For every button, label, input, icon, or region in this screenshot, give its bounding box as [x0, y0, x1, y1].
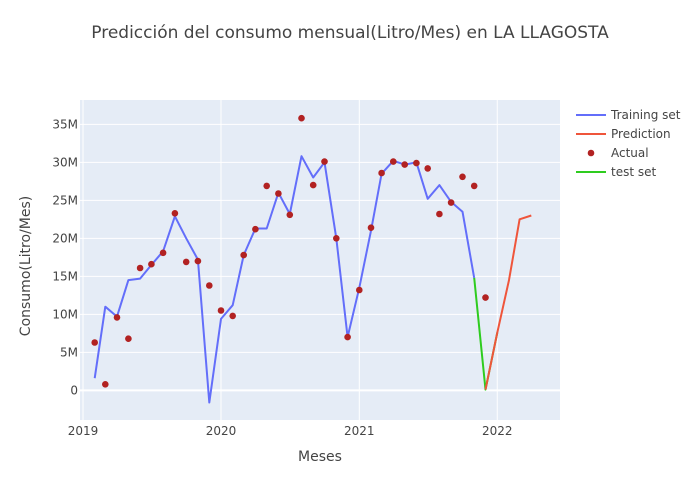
actual-point: [459, 173, 466, 181]
actual-point: [263, 182, 271, 190]
x-axis-ticks: 2019 2020 2021 2022: [68, 424, 513, 438]
y-tick-label: 30M: [52, 155, 78, 169]
actual-point: [378, 169, 385, 177]
y-tick-label: 0: [70, 383, 78, 397]
x-tick-label: 2021: [344, 424, 375, 438]
actual-point: [102, 381, 109, 388]
actual-point: [206, 282, 213, 289]
actual-point: [136, 264, 144, 272]
x-tick-label: 2019: [68, 424, 99, 438]
actual-point: [333, 235, 340, 242]
actual-point: [240, 251, 247, 259]
training-set-line: [93, 155, 476, 404]
actual-point: [424, 165, 432, 172]
actual-point: [413, 159, 420, 167]
actual-point: [91, 339, 98, 346]
y-tick-label: 25M: [52, 193, 78, 207]
actual-point: [447, 199, 455, 206]
actual-point: [182, 258, 190, 266]
plot-area: [80, 100, 560, 420]
actual-point: [309, 181, 317, 189]
actual-point: [252, 225, 259, 233]
x-tick-label: 2022: [482, 424, 513, 438]
y-tick-label: 15M: [52, 269, 78, 283]
legend[interactable]: Training set Prediction Actual test set: [576, 108, 681, 179]
y-tick-label: 35M: [52, 117, 78, 131]
chart-title: Predicción del consumo mensual(Litro/Mes…: [91, 23, 609, 43]
actual-point: [436, 210, 443, 218]
y-axis-ticks: 0 5M 10M 15M 20M 25M 30M 35M: [52, 117, 78, 397]
legend-item-actual[interactable]: Actual: [587, 146, 649, 160]
actual-point: [159, 249, 167, 257]
x-tick-label: 2020: [206, 424, 237, 438]
actual-point: [275, 190, 282, 197]
actual-point: [482, 294, 489, 301]
actual-point: [171, 210, 179, 217]
legend-item-test-set[interactable]: test set: [576, 165, 656, 179]
legend-item-training-set[interactable]: Training set: [576, 108, 681, 122]
actual-point: [356, 286, 363, 294]
x-axis-label: Meses: [298, 449, 342, 465]
actual-point: [298, 114, 305, 122]
actual-point: [367, 224, 375, 231]
actual-point: [194, 257, 202, 265]
actual-point: [344, 333, 351, 341]
data-layer: [91, 114, 532, 404]
actual-point: [470, 182, 478, 190]
actual-point: [217, 307, 225, 314]
actual-point: [401, 161, 409, 168]
legend-label: test set: [611, 165, 656, 179]
actual-point: [148, 260, 155, 268]
y-tick-label: 5M: [60, 345, 78, 359]
y-tick-label: 10M: [52, 307, 78, 321]
y-axis-label: Consumo(Litro/Mes): [18, 196, 34, 336]
legend-item-prediction[interactable]: Prediction: [576, 127, 671, 141]
actual-point: [113, 314, 121, 321]
actual-point: [286, 211, 294, 219]
legend-label: Prediction: [611, 127, 671, 141]
y-tick-label: 20M: [52, 231, 78, 245]
actual-point: [321, 158, 328, 165]
actual-point: [229, 312, 236, 320]
legend-swatch: [587, 149, 595, 157]
actual-point: [390, 158, 397, 165]
gridlines: [80, 100, 560, 420]
legend-label: Actual: [611, 146, 649, 160]
prediction-line: [484, 214, 532, 390]
actual-point: [125, 335, 132, 343]
legend-label: Training set: [610, 108, 681, 122]
